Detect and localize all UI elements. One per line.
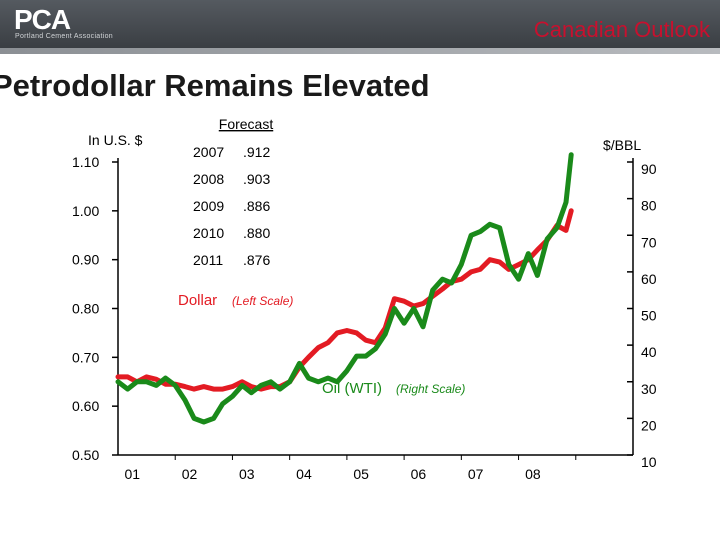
right-tick-label: 10	[641, 454, 657, 470]
right-tick-label: 80	[641, 198, 657, 214]
x-tick-label: 04	[296, 466, 312, 482]
forecast-year: 2011	[193, 252, 223, 268]
left-tick-label: 0.90	[72, 252, 99, 268]
forecast-value: .912	[243, 144, 270, 160]
forecast-value: .886	[243, 198, 270, 214]
oil-series-line	[115, 152, 574, 425]
right-tick-label: 70	[641, 234, 657, 250]
forecast-title: Forecast	[219, 116, 274, 132]
forecast-value: .903	[243, 171, 270, 187]
slide-title: Petrodollar Remains Elevated	[0, 68, 430, 103]
x-tick-label: 01	[125, 466, 141, 482]
left-tick-label: 1.00	[72, 203, 99, 219]
chart-container: 0.50 0.60 0.70 0.80 0.90 1.00 1.10 10 20 30 40 50 60…	[0, 108, 720, 540]
pca-logo: PCA	[14, 4, 71, 35]
chart-svg: 0.50 0.60 0.70 0.80 0.90 1.00 1.10 10 20 30 40 50 60…	[72, 110, 657, 482]
x-tick-label: 07	[468, 466, 484, 482]
right-tick-label: 50	[641, 308, 657, 324]
forecast-value: .876	[243, 252, 270, 268]
forecast-box	[186, 110, 282, 274]
x-tick-label: 05	[353, 466, 369, 482]
right-tick-label: 60	[641, 271, 657, 287]
logo-subtitle: Portland Cement Association	[15, 33, 113, 40]
left-tick-label: 1.10	[72, 154, 99, 170]
x-tick-label: 08	[525, 466, 541, 482]
forecast-year: 2007	[193, 144, 224, 160]
right-axis-title: $/BBL	[603, 137, 641, 153]
right-tick-label: 30	[641, 381, 657, 397]
oil-annotation: Oil (WTI)	[322, 380, 382, 397]
left-tick-label: 0.80	[72, 301, 99, 317]
x-tick-label: 06	[411, 466, 427, 482]
dollar-series-line	[115, 208, 574, 392]
right-tick-label: 20	[641, 417, 657, 433]
forecast-year: 2009	[193, 198, 224, 214]
dollar-annotation: Dollar	[178, 292, 217, 309]
dollar-annotation-scale: (Left Scale)	[232, 294, 293, 308]
left-tick-label: 0.60	[72, 398, 99, 414]
x-tick-label: 02	[182, 466, 198, 482]
left-tick-label: 0.50	[72, 447, 99, 463]
left-axis-title: In U.S. $	[88, 132, 143, 148]
oil-annotation-scale: (Right Scale)	[396, 382, 465, 396]
left-tick-label: 0.70	[72, 349, 99, 365]
x-tick-label: 03	[239, 466, 255, 482]
right-tick-label: 40	[641, 344, 657, 360]
header-stripe	[0, 48, 720, 54]
forecast-year: 2010	[193, 225, 224, 241]
right-tick-label: 90	[641, 161, 657, 177]
forecast-year: 2008	[193, 171, 224, 187]
forecast-value: .880	[243, 225, 270, 241]
section-title: Canadian Outlook	[533, 17, 710, 42]
header-bar: PCA Portland Cement Association Canadian…	[0, 0, 720, 48]
